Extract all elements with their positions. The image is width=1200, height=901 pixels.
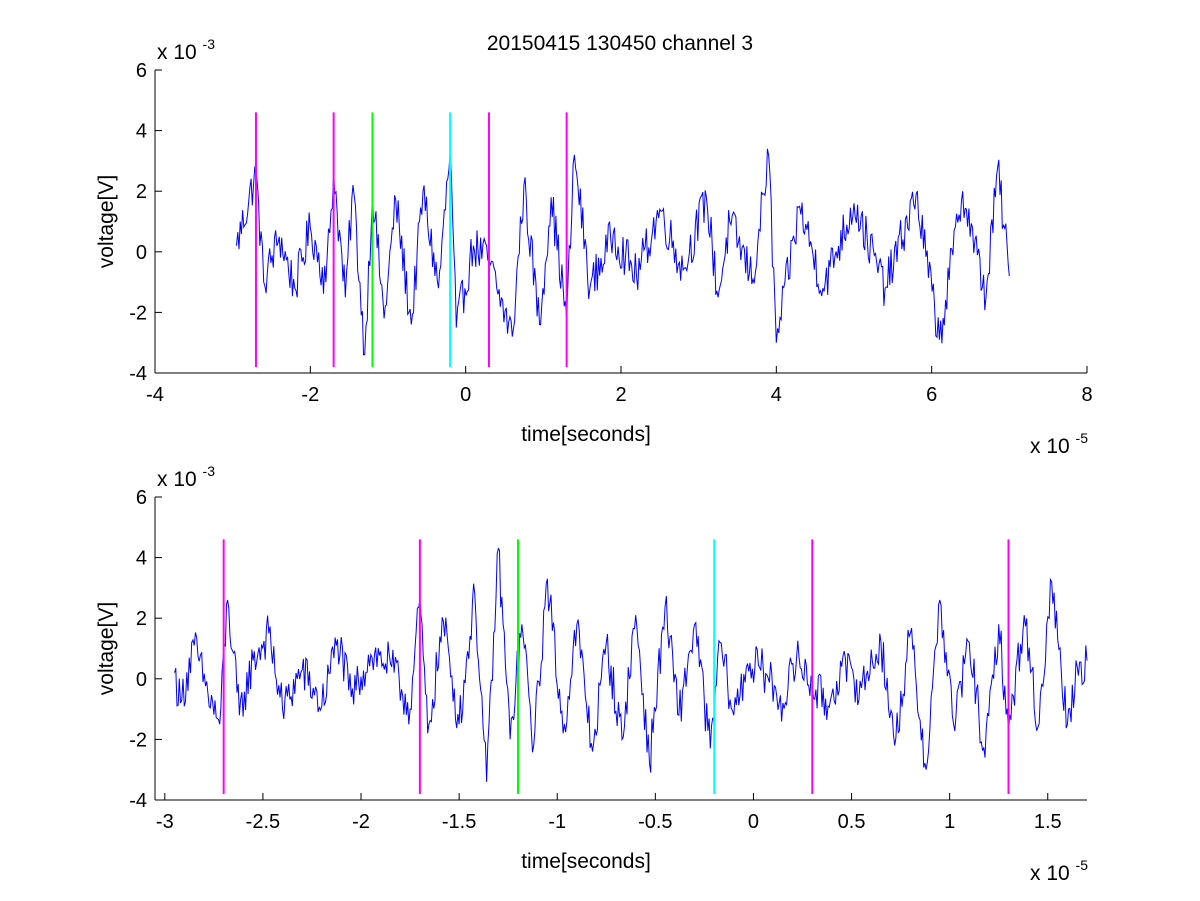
voltage-trace <box>236 148 1010 356</box>
x-tick-label: -2 <box>352 811 370 833</box>
top-axes: -4 -2 0 2 4 6 8 -4 -2 0 2 4 6 time[seconds] voltage[V]… <box>95 36 1093 458</box>
x-tick-label: 8 <box>1081 384 1092 406</box>
x-tick-label: 0.5 <box>838 811 866 833</box>
bottom-axes: -3 -2.5 -2 -1.5 -1 -0.5 0 0.5 1 1.5 -4 -2 0 2 4 6 time[s… <box>95 463 1088 885</box>
x-scale-multiplier: x 10 -5 <box>1030 857 1088 885</box>
y-tick-label: 4 <box>136 548 147 570</box>
y-scale-multiplier: x 10 -3 <box>157 36 215 64</box>
x-tick-label: -0.5 <box>638 811 672 833</box>
y-tick-label: 6 <box>136 60 147 82</box>
x-tick-label: -2.5 <box>246 811 280 833</box>
y-tick-label: 0 <box>136 669 147 691</box>
y-scale-exponent: -3 <box>203 36 216 52</box>
y-axis-label: voltage[V] <box>95 175 118 268</box>
x-tick-label: 2 <box>615 384 626 406</box>
x-tick-label: -4 <box>146 384 164 406</box>
y-tick-label: 6 <box>136 487 147 509</box>
x-tick-label: 6 <box>926 384 937 406</box>
y-tick-label: 2 <box>136 608 147 630</box>
y-tick-label: 4 <box>136 121 147 143</box>
y-axis-label: voltage[V] <box>95 602 118 695</box>
x-tick-label: 4 <box>771 384 782 406</box>
y-tick-label: 2 <box>136 181 147 203</box>
y-tick-label: 0 <box>136 242 147 264</box>
x-tick-label: -2 <box>301 384 319 406</box>
y-tick-label: -2 <box>129 302 147 324</box>
y-tick-label: -4 <box>129 790 147 812</box>
voltage-trace <box>174 547 1088 782</box>
x-tick-label: 0 <box>748 811 759 833</box>
x-scale-exponent: -5 <box>1076 430 1089 446</box>
y-tick-label: -2 <box>129 729 147 751</box>
x-axis-label: time[seconds] <box>521 423 651 446</box>
x-scale-exponent: -5 <box>1076 857 1089 873</box>
x-tick-label: 1 <box>944 811 955 833</box>
x-tick-label: 0 <box>460 384 471 406</box>
x-tick-label: -1.5 <box>442 811 476 833</box>
x-tick-label: -1 <box>548 811 566 833</box>
x-tick-label: -3 <box>156 811 174 833</box>
y-tick-label: -4 <box>129 363 147 385</box>
figure-title: 20150415 130450 channel 3 <box>487 32 753 55</box>
y-scale-multiplier: x 10 -3 <box>157 463 215 491</box>
x-tick-label: 1.5 <box>1034 811 1062 833</box>
y-scale-exponent: -3 <box>203 463 216 479</box>
x-axis-label: time[seconds] <box>521 850 651 873</box>
x-scale-multiplier: x 10 -5 <box>1030 430 1088 458</box>
